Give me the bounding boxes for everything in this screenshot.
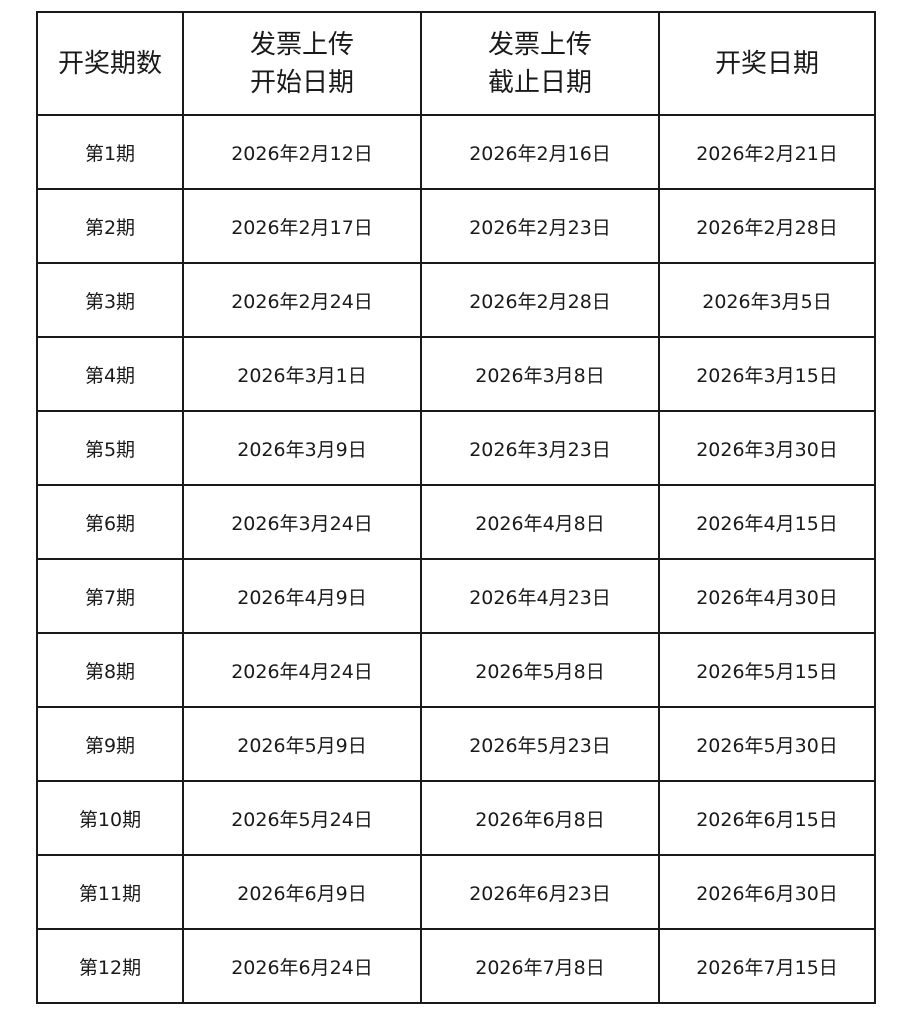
upload-start-cell: 2026年6月24日 [182,928,422,1004]
period-cell: 第10期 [36,780,184,856]
header-text: 开始日期 [249,67,354,98]
table-row: 第2期 2026年2月17日 2026年2月23日 2026年2月28日 [36,188,876,264]
upload-start-cell: 2026年5月9日 [182,706,422,782]
upload-start-cell: 2026年2月24日 [182,262,422,338]
upload-end-cell: 2026年5月8日 [420,632,660,708]
upload-start-cell: 2026年3月24日 [182,484,422,560]
upload-start-cell: 2026年3月1日 [182,336,422,412]
header-row: 开奖期数 发票上传开始日期 发票上传截止日期 开奖日期 [36,11,876,116]
upload-end-cell: 2026年6月23日 [420,854,660,930]
period-cell: 第12期 [36,928,184,1004]
header-period: 开奖期数 [36,11,184,116]
header-text: 发票上传 [249,29,354,60]
draw-date-cell: 2026年5月30日 [658,706,876,782]
period-cell: 第1期 [36,114,184,190]
upload-end-cell: 2026年7月8日 [420,928,660,1004]
upload-end-cell: 2026年3月23日 [420,410,660,486]
draw-date-cell: 2026年2月28日 [658,188,876,264]
header-upload-start: 发票上传 开始日期 [182,11,422,116]
upload-start-cell: 2026年4月24日 [182,632,422,708]
header-text: 截止日期 [487,67,592,98]
header-upload-end: 发票上传 截止日期 [420,11,660,116]
draw-date-cell: 2026年7月15日 [658,928,876,1004]
table-row: 第5期 2026年3月9日 2026年3月23日 2026年3月30日 [36,410,876,486]
table-row: 第1期 2026年2月12日 2026年2月16日 2026年2月21日 [36,114,876,190]
draw-date-cell: 2026年6月15日 [658,780,876,856]
upload-end-cell: 2026年2月23日 [420,188,660,264]
upload-end-cell: 2026年3月8日 [420,336,660,412]
table-row: 第4期 2026年3月1日 2026年3月8日 2026年3月15日 [36,336,876,412]
table-row: 第3期 2026年2月24日 2026年2月28日 2026年3月5日 [36,262,876,338]
upload-end-cell: 2026年4月23日 [420,558,660,634]
upload-end-cell: 2026年6月8日 [420,780,660,856]
table-row: 第12期 2026年6月24日 2026年7月8日 2026年7月15日 [36,928,876,1004]
period-cell: 第9期 [36,706,184,782]
lottery-schedule-table: 开奖期数 发票上传开始日期 发票上传截止日期 开奖日期 第1期 2026年2月12… [36,11,876,1004]
period-cell: 第11期 [36,854,184,930]
draw-date-cell: 2026年4月30日 [658,558,876,634]
upload-end-cell: 2026年2月28日 [420,262,660,338]
table-row: 第11期 2026年6月9日 2026年6月23日 2026年6月30日 [36,854,876,930]
period-cell: 第5期 [36,410,184,486]
period-cell: 第3期 [36,262,184,338]
draw-date-cell: 2026年6月30日 [658,854,876,930]
table-row: 第9期 2026年5月9日 2026年5月23日 2026年5月30日 [36,706,876,782]
period-cell: 第8期 [36,632,184,708]
upload-start-cell: 2026年6月9日 [182,854,422,930]
table-row: 第7期 2026年4月9日 2026年4月23日 2026年4月30日 [36,558,876,634]
draw-date-cell: 2026年3月30日 [658,410,876,486]
table-row: 第6期 2026年3月24日 2026年4月8日 2026年4月15日 [36,484,876,560]
upload-end-cell: 2026年2月16日 [420,114,660,190]
header-text: 发票上传 [487,29,592,60]
table-row: 第8期 2026年4月24日 2026年5月8日 2026年5月15日 [36,632,876,708]
upload-start-cell: 2026年3月9日 [182,410,422,486]
draw-date-cell: 2026年3月5日 [658,262,876,338]
draw-date-cell: 2026年5月15日 [658,632,876,708]
upload-end-cell: 2026年5月23日 [420,706,660,782]
period-cell: 第6期 [36,484,184,560]
header-text: 开奖期数 [57,48,162,79]
table-row: 第10期 2026年5月24日 2026年6月8日 2026年6月15日 [36,780,876,856]
upload-start-cell: 2026年2月17日 [182,188,422,264]
upload-start-cell: 2026年2月12日 [182,114,422,190]
header-draw-date: 开奖日期 [658,11,876,116]
draw-date-cell: 2026年3月15日 [658,336,876,412]
upload-end-cell: 2026年4月8日 [420,484,660,560]
period-cell: 第7期 [36,558,184,634]
period-cell: 第2期 [36,188,184,264]
header-text: 开奖日期 [714,48,819,79]
upload-start-cell: 2026年5月24日 [182,780,422,856]
draw-date-cell: 2026年4月15日 [658,484,876,560]
period-cell: 第4期 [36,336,184,412]
draw-date-cell: 2026年2月21日 [658,114,876,190]
upload-start-cell: 2026年4月9日 [182,558,422,634]
